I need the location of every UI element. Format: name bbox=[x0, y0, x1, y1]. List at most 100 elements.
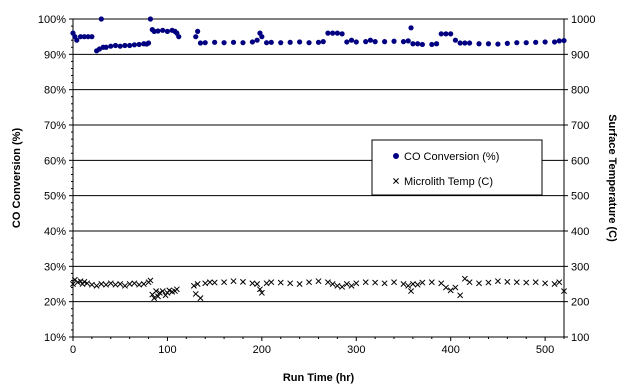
y-axis-right-title: Surface Temperature (C) bbox=[606, 114, 618, 242]
legend-box bbox=[371, 139, 543, 196]
data-point-co-conversion bbox=[254, 37, 260, 43]
data-point-microlith-temp bbox=[461, 275, 468, 282]
y-left-tick-label: 10% bbox=[44, 332, 66, 344]
data-point-microlith-temp bbox=[452, 284, 459, 291]
data-point-co-conversion bbox=[415, 41, 421, 47]
data-point-microlith-temp bbox=[428, 279, 435, 286]
data-point-co-conversion bbox=[448, 31, 454, 37]
data-point-co-conversion bbox=[117, 43, 123, 49]
data-point-co-conversion bbox=[462, 40, 468, 46]
y-right-tick-label: 600 bbox=[571, 155, 589, 167]
data-point-microlith-temp bbox=[206, 279, 213, 286]
data-point-microlith-temp bbox=[408, 288, 414, 295]
y-left-tick-label: 30% bbox=[44, 261, 66, 273]
data-point-microlith-temp bbox=[362, 279, 369, 286]
data-point-co-conversion bbox=[98, 16, 104, 22]
data-point-microlith-temp bbox=[221, 279, 228, 286]
data-point-microlith-temp bbox=[240, 278, 246, 285]
data-point-co-conversion bbox=[278, 40, 284, 46]
y-left-tick-label: 90% bbox=[44, 49, 66, 61]
data-point-microlith-temp bbox=[457, 292, 464, 299]
data-point-microlith-temp bbox=[329, 281, 336, 287]
data-point-co-conversion bbox=[443, 31, 449, 37]
data-point-co-conversion bbox=[85, 34, 91, 40]
data-point-microlith-temp bbox=[155, 293, 161, 300]
legend-marker-co-conversion bbox=[393, 153, 399, 159]
y-right-tick-label: 400 bbox=[571, 226, 589, 238]
data-point-microlith-temp bbox=[542, 280, 549, 287]
x-axis-title: Run Time (hr) bbox=[283, 372, 355, 384]
data-point-microlith-temp bbox=[339, 283, 346, 290]
data-point-co-conversion bbox=[410, 41, 416, 47]
data-point-co-conversion bbox=[145, 40, 152, 46]
data-point-co-conversion bbox=[533, 39, 539, 45]
data-point-microlith-temp bbox=[409, 281, 416, 287]
y-right-tick-label: 500 bbox=[571, 191, 589, 203]
data-point-microlith-temp bbox=[81, 278, 88, 285]
data-point-microlith-temp bbox=[249, 280, 256, 287]
data-point-microlith-temp bbox=[504, 278, 511, 285]
data-point-co-conversion bbox=[176, 34, 182, 40]
data-point-microlith-temp bbox=[348, 282, 355, 289]
data-point-microlith-temp bbox=[166, 287, 173, 294]
data-point-microlith-temp bbox=[98, 281, 105, 287]
data-point-microlith-temp bbox=[156, 289, 163, 296]
data-point-co-conversion bbox=[103, 44, 109, 50]
data-point-microlith-temp bbox=[140, 281, 147, 287]
data-point-co-conversion bbox=[112, 42, 119, 49]
data-point-microlith-temp bbox=[211, 279, 218, 286]
data-point-microlith-temp bbox=[147, 277, 154, 284]
data-point-co-conversion bbox=[74, 37, 80, 43]
x-tick-label: 0 bbox=[70, 344, 76, 356]
data-point-co-conversion bbox=[136, 41, 142, 48]
data-point-co-conversion bbox=[212, 39, 218, 45]
data-point-microlith-temp bbox=[287, 280, 294, 287]
data-point-co-conversion bbox=[77, 34, 84, 40]
data-point-co-conversion bbox=[147, 16, 154, 22]
data-point-microlith-temp bbox=[306, 279, 313, 286]
data-point-microlith-temp bbox=[405, 282, 412, 289]
data-point-co-conversion bbox=[348, 37, 355, 43]
data-point-microlith-temp bbox=[443, 284, 449, 291]
data-point-co-conversion bbox=[363, 39, 369, 45]
y-right-tick-label: 1000 bbox=[571, 14, 595, 26]
data-point-microlith-temp bbox=[258, 289, 265, 296]
data-point-microlith-temp bbox=[485, 279, 492, 286]
data-point-microlith-temp bbox=[523, 279, 530, 286]
data-point-microlith-temp bbox=[117, 281, 124, 287]
y-left-tick-label: 20% bbox=[44, 297, 66, 309]
data-point-microlith-temp bbox=[400, 281, 407, 287]
data-point-microlith-temp bbox=[192, 290, 199, 297]
data-point-microlith-temp bbox=[343, 281, 350, 287]
data-point-co-conversion bbox=[160, 27, 166, 33]
data-point-co-conversion bbox=[551, 39, 558, 45]
data-point-co-conversion bbox=[523, 40, 529, 46]
data-point-co-conversion bbox=[164, 28, 171, 34]
legend-marker-microlith-temp bbox=[393, 178, 399, 184]
data-point-co-conversion bbox=[297, 39, 303, 45]
data-point-co-conversion bbox=[259, 34, 265, 40]
data-point-co-conversion bbox=[108, 43, 114, 49]
y-axis-left-title: CO Conversion (%) bbox=[11, 128, 23, 229]
data-point-microlith-temp bbox=[513, 279, 520, 286]
data-point-microlith-temp bbox=[84, 280, 91, 287]
data-point-microlith-temp bbox=[121, 282, 128, 289]
data-point-microlith-temp bbox=[126, 281, 133, 287]
data-point-microlith-temp bbox=[153, 288, 160, 295]
data-point-co-conversion bbox=[381, 39, 388, 45]
data-point-microlith-temp bbox=[88, 281, 95, 288]
data-point-co-conversion bbox=[263, 40, 270, 46]
data-point-co-conversion bbox=[268, 39, 274, 45]
data-point-microlith-temp bbox=[372, 279, 379, 286]
data-point-co-conversion bbox=[561, 37, 567, 44]
legend-label-microlith-temp: Microlith Temp (C) bbox=[404, 176, 493, 188]
y-right-tick-label: 900 bbox=[571, 49, 589, 61]
data-point-microlith-temp bbox=[447, 287, 454, 294]
data-point-microlith-temp bbox=[131, 280, 138, 287]
data-point-co-conversion bbox=[122, 42, 128, 49]
data-point-co-conversion bbox=[452, 37, 459, 43]
data-point-co-conversion bbox=[419, 41, 425, 48]
data-point-co-conversion bbox=[131, 42, 137, 48]
data-point-microlith-temp bbox=[112, 281, 119, 288]
legend-label-co-conversion: CO Conversion (%) bbox=[404, 151, 499, 163]
